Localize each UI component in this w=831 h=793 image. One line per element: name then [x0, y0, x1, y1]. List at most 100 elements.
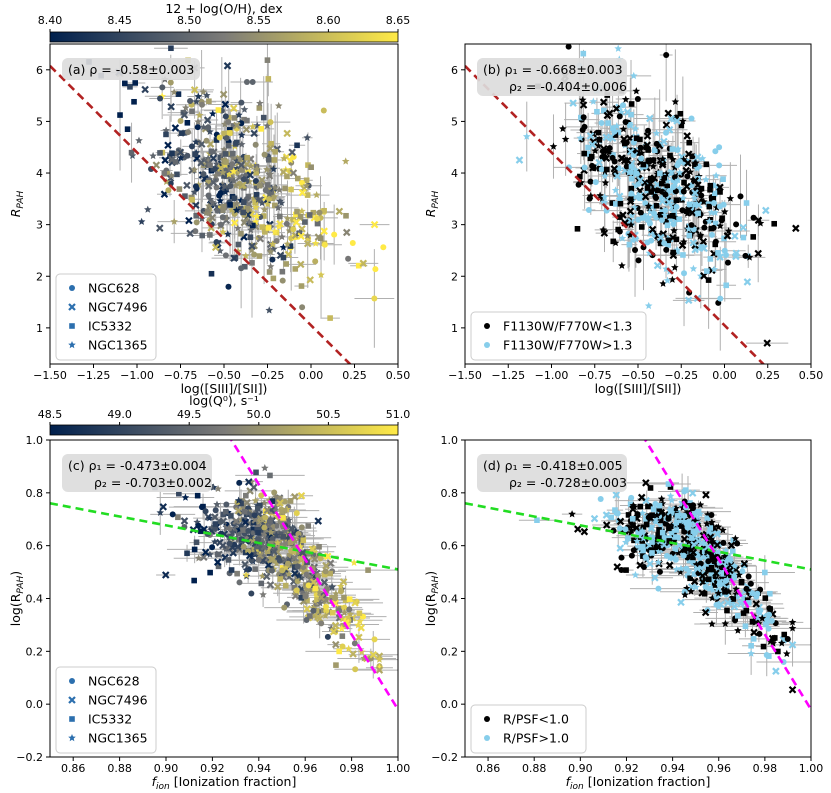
y-tick-label: 1	[451, 322, 458, 335]
data-point	[699, 552, 708, 561]
data-point	[190, 165, 199, 174]
data-point	[581, 150, 588, 157]
data-point	[132, 80, 139, 86]
data-point	[634, 170, 641, 177]
fit-line-1	[465, 501, 811, 571]
panel-d: 0.86 0.88 0.90 0.92 0.94 0.96 0.98 1.00 −0.2 0.0 0…	[423, 434, 823, 792]
x-tick-label: −1.00	[120, 369, 154, 382]
data-point	[297, 491, 306, 500]
data-point	[708, 512, 715, 519]
data-point	[190, 188, 199, 196]
data-point	[574, 525, 582, 533]
y-axis-label: log(RPAH)	[8, 571, 26, 626]
data-point	[615, 226, 621, 233]
x-tick-label: −1.50	[448, 369, 482, 382]
data-point	[290, 226, 297, 233]
data-point	[217, 154, 224, 161]
data-point	[618, 234, 627, 242]
data-point	[644, 215, 653, 223]
data-point	[206, 550, 214, 558]
data-point	[304, 597, 310, 604]
legend-label: F1130W/F770W>1.3	[503, 338, 632, 353]
data-point	[575, 181, 582, 188]
data-point	[230, 219, 239, 227]
data-point	[657, 495, 666, 503]
data-point	[724, 227, 733, 235]
x-tick-label: −0.75	[578, 369, 612, 382]
data-point	[726, 194, 735, 202]
data-point	[782, 649, 791, 658]
data-point	[209, 154, 218, 163]
data-point	[676, 216, 682, 222]
legend-label: R/PSF>1.0	[503, 731, 569, 746]
data-point	[684, 296, 693, 305]
data-point	[712, 582, 718, 588]
data-point	[707, 256, 714, 262]
data-point	[170, 88, 178, 96]
data-point	[674, 513, 681, 519]
data-point	[221, 173, 227, 179]
data-point	[240, 218, 249, 227]
data-point	[710, 265, 718, 273]
x-tick-label: 0.90	[568, 762, 593, 775]
data-point	[323, 603, 330, 610]
data-point	[256, 105, 263, 111]
data-point	[258, 126, 264, 132]
data-point	[310, 209, 317, 216]
data-point	[704, 515, 711, 522]
data-point	[305, 162, 311, 168]
data-point	[684, 150, 693, 158]
data-point	[217, 221, 224, 228]
colorbar-tick-label: 8.60	[316, 14, 341, 27]
data-point	[611, 186, 620, 194]
data-point	[256, 234, 265, 243]
data-point	[712, 220, 719, 227]
data-point	[239, 167, 245, 173]
data-point	[272, 202, 278, 209]
data-point	[659, 176, 668, 184]
data-point	[597, 495, 604, 502]
data-point	[666, 538, 673, 544]
data-point	[302, 219, 308, 225]
data-point	[633, 537, 641, 545]
data-point	[280, 515, 286, 521]
data-point	[351, 640, 358, 647]
data-point	[673, 534, 679, 540]
data-point	[589, 97, 598, 105]
data-point	[627, 220, 635, 229]
data-point	[262, 229, 268, 235]
data-point	[707, 182, 714, 189]
data-point	[602, 133, 611, 142]
data-point	[717, 295, 724, 302]
data-point	[595, 158, 603, 167]
data-point	[731, 534, 740, 542]
data-point	[272, 149, 278, 155]
data-point	[683, 132, 691, 140]
data-point	[673, 236, 680, 243]
data-point	[734, 626, 742, 634]
data-point	[349, 650, 357, 658]
data-point	[211, 537, 219, 546]
data-point	[242, 125, 251, 134]
data-point	[205, 210, 211, 216]
data-point	[745, 573, 752, 580]
x-tick-label: 0.88	[107, 762, 132, 775]
legend-marker	[484, 323, 490, 329]
data-point	[170, 217, 178, 225]
x-tick-label: −1.50	[33, 369, 67, 382]
data-point	[594, 108, 600, 115]
data-point	[321, 611, 330, 619]
x-tick-label: 0.25	[756, 369, 781, 382]
data-point	[646, 114, 654, 123]
data-point	[653, 261, 662, 270]
data-point	[586, 132, 595, 140]
data-point	[175, 91, 182, 97]
data-point	[695, 508, 702, 515]
data-point	[152, 161, 161, 169]
correlation-annotation: (b) ρ₁ = -0.668±0.003 ρ₂ = -0.404±0.006	[477, 58, 627, 96]
data-point	[598, 120, 605, 127]
data-point	[255, 557, 262, 564]
data-point	[237, 521, 245, 529]
data-point	[663, 52, 670, 59]
data-point	[693, 164, 701, 172]
